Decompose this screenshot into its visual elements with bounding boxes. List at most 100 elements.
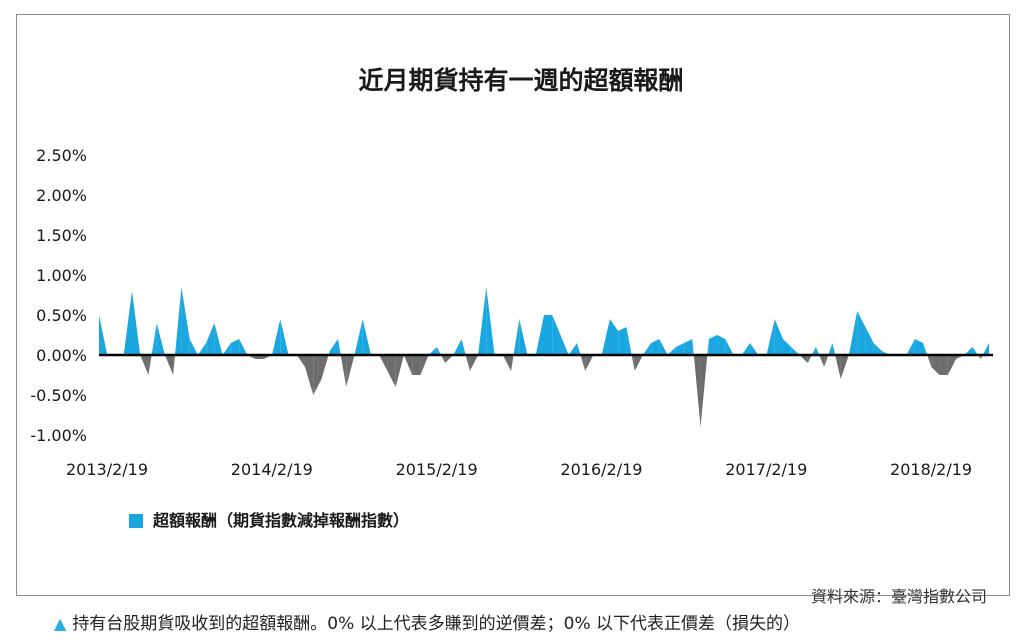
x-tick-label: 2016/2/19 xyxy=(560,460,642,479)
area-segment-positive xyxy=(684,339,693,355)
area-segment-positive xyxy=(906,339,915,355)
area-segment-positive xyxy=(741,343,751,355)
area-segment-negative xyxy=(440,355,446,363)
area-segment-negative xyxy=(511,355,514,371)
plot-area xyxy=(99,287,993,427)
area-segment-positive xyxy=(811,347,816,355)
x-tick-label: 2013/2/19 xyxy=(66,460,148,479)
area-segment-negative xyxy=(412,355,421,375)
area-segment-negative xyxy=(296,355,306,367)
area-segment-positive xyxy=(478,287,487,355)
area-segment-negative xyxy=(465,355,470,371)
area-segment-positive xyxy=(197,343,207,355)
area-segment-positive xyxy=(914,339,924,355)
area-segment-positive xyxy=(659,339,668,355)
source-note: 資料來源：臺灣指數公司 xyxy=(810,587,987,606)
area-segment-positive xyxy=(857,311,866,355)
area-segment-positive xyxy=(815,347,820,355)
area-segment-positive xyxy=(535,315,544,355)
area-segment-negative xyxy=(321,355,329,379)
area-segment-positive xyxy=(708,335,718,355)
area-segment-positive xyxy=(832,343,836,355)
area-segment-positive xyxy=(280,319,289,355)
footnote: ▲ 持有台股期貨吸收到的超額報酬。0% 以上代表多賺到的逆價差；0% 以下代表正價… xyxy=(54,609,800,634)
area-segment-positive xyxy=(239,339,248,355)
area-segment-negative xyxy=(799,355,808,363)
y-tick-label: -0.50% xyxy=(30,386,87,405)
area-segment-positive xyxy=(982,343,989,355)
area-segment-positive xyxy=(923,343,928,355)
area-segment-negative xyxy=(395,355,404,387)
y-tick-label: 1.00% xyxy=(36,266,87,285)
area-segment-negative xyxy=(807,355,812,363)
area-segment-positive xyxy=(329,339,338,355)
area-segment-negative xyxy=(580,355,586,371)
area-segment-negative xyxy=(939,355,948,375)
area-segment-positive xyxy=(692,339,694,355)
area-segment-positive xyxy=(544,315,553,355)
area-segment-positive xyxy=(782,339,792,355)
area-segment-negative xyxy=(840,355,849,379)
area-segment-positive xyxy=(601,319,610,355)
area-segment-positive xyxy=(206,323,215,355)
x-axis-ticks: 2013/2/19 2014/2/19 2015/2/19 2016/2/19 2017… xyxy=(66,460,972,479)
x-tick-label: 2014/2/19 xyxy=(231,460,313,479)
area-segment-positive xyxy=(626,327,632,355)
area-segment-positive xyxy=(675,343,685,355)
x-tick-label: 2018/2/19 xyxy=(890,460,972,479)
area-segment-positive xyxy=(486,287,495,355)
area-segment-positive xyxy=(151,323,157,355)
y-axis-ticks: 2.50% 2.00% 1.50% 1.00% 0.50% 0.00% -0.50% -1.0… xyxy=(30,146,87,445)
area-segment-positive xyxy=(707,339,709,355)
area-segment-negative xyxy=(445,355,454,363)
area-segment-positive xyxy=(750,343,759,355)
area-segment-positive xyxy=(791,347,800,355)
area-segment-negative xyxy=(403,355,413,375)
y-tick-label: 2.50% xyxy=(36,146,87,165)
area-segment-negative xyxy=(173,355,176,375)
area-segment-positive xyxy=(560,335,569,355)
area-segment-positive xyxy=(272,319,281,355)
area-segment-positive xyxy=(552,315,561,355)
area-segment-positive xyxy=(766,319,775,355)
area-segment-positive xyxy=(865,327,874,355)
area-segment-negative xyxy=(585,355,594,371)
chart-area: 近月期貨持有一週的超額報酬 2.50% 2.00% 1.50% 1.00% 0.50% 0… xyxy=(30,66,993,530)
area-segment-positive xyxy=(848,311,858,355)
area-segment-negative xyxy=(387,355,396,387)
area-segment-positive xyxy=(189,339,198,355)
legend-swatch xyxy=(129,514,143,528)
area-segment-positive xyxy=(453,339,462,355)
area-segment-positive xyxy=(428,347,437,355)
area-segment-positive xyxy=(725,339,734,355)
triangle-icon: ▲ xyxy=(54,614,67,633)
area-segment-negative xyxy=(927,355,932,367)
area-segment-positive xyxy=(181,287,190,355)
area-segment-positive xyxy=(873,343,882,355)
area-segment-positive xyxy=(156,323,165,355)
area-segment-positive xyxy=(642,343,652,355)
area-segment-positive xyxy=(513,319,520,355)
y-tick-label: 2.00% xyxy=(36,186,87,205)
area-segment-positive xyxy=(618,327,627,355)
area-segment-positive xyxy=(362,319,371,355)
area-segment-negative xyxy=(819,355,825,367)
area-segment-positive xyxy=(519,319,528,355)
area-segment-negative xyxy=(931,355,940,375)
area-segment-positive xyxy=(337,339,341,355)
area-segment-positive xyxy=(568,343,577,355)
area-segment-negative xyxy=(379,355,388,371)
area-segment-negative xyxy=(420,355,429,375)
area-segment-negative xyxy=(346,355,355,387)
chart-title: 近月期貨持有一週的超額報酬 xyxy=(358,66,683,95)
area-segment-negative xyxy=(305,355,314,395)
area-segment-positive xyxy=(214,323,223,355)
area-segment-positive xyxy=(354,319,363,355)
area-segment-positive xyxy=(230,339,240,355)
area-segment-negative xyxy=(824,355,829,367)
area-segment-negative xyxy=(148,355,152,375)
footnote-text: 持有台股期貨吸收到的超額報酬。0% 以上代表多賺到的逆價差；0% 以下代表正價差… xyxy=(72,614,801,634)
area-segment-positive xyxy=(436,347,441,355)
area-segment-positive xyxy=(717,335,726,355)
area-segment-positive xyxy=(461,339,466,355)
